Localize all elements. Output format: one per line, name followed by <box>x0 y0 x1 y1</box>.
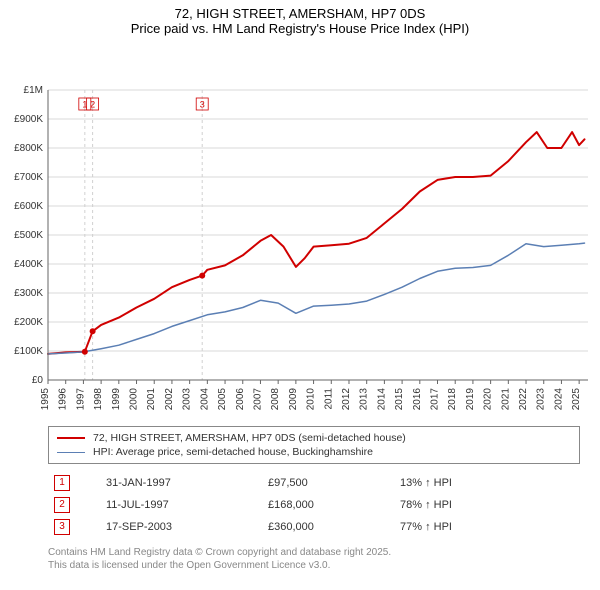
svg-text:£900K: £900K <box>14 114 43 125</box>
svg-text:2020: 2020 <box>483 388 494 411</box>
legend-item: 72, HIGH STREET, AMERSHAM, HP7 0DS (semi… <box>57 431 571 445</box>
svg-text:£0: £0 <box>32 375 44 386</box>
svg-text:2003: 2003 <box>182 388 193 411</box>
svg-text:2010: 2010 <box>306 388 317 411</box>
svg-text:£200K: £200K <box>14 317 43 328</box>
svg-text:2019: 2019 <box>465 388 476 411</box>
sale-date: 17-SEP-2003 <box>100 516 262 538</box>
footer-line: This data is licensed under the Open Gov… <box>48 559 580 572</box>
chart-title: 72, HIGH STREET, AMERSHAM, HP7 0DS <box>0 6 600 21</box>
table-row: 1 31-JAN-1997£97,50013% ↑ HPI <box>48 472 580 494</box>
svg-text:2001: 2001 <box>146 388 157 411</box>
svg-text:1997: 1997 <box>75 388 86 411</box>
legend-swatch <box>57 452 85 453</box>
svg-text:£700K: £700K <box>14 172 43 183</box>
svg-text:2005: 2005 <box>217 388 228 411</box>
svg-text:2016: 2016 <box>412 388 423 411</box>
svg-text:£300K: £300K <box>14 288 43 299</box>
sale-price: £360,000 <box>262 516 394 538</box>
sale-delta: 77% ↑ HPI <box>394 516 580 538</box>
legend-item: HPI: Average price, semi-detached house,… <box>57 445 571 459</box>
svg-text:2024: 2024 <box>553 388 564 411</box>
svg-text:1996: 1996 <box>58 388 69 411</box>
svg-text:2008: 2008 <box>270 388 281 411</box>
sale-badge: 1 <box>54 475 70 491</box>
svg-text:£1M: £1M <box>24 85 43 96</box>
svg-text:£800K: £800K <box>14 143 43 154</box>
svg-text:2006: 2006 <box>235 388 246 411</box>
table-row: 2 11-JUL-1997£168,00078% ↑ HPI <box>48 494 580 516</box>
svg-text:£400K: £400K <box>14 259 43 270</box>
svg-text:2025: 2025 <box>571 388 582 411</box>
sale-price: £97,500 <box>262 472 394 494</box>
legend-swatch <box>57 437 85 439</box>
svg-text:£600K: £600K <box>14 201 43 212</box>
chart-subtitle: Price paid vs. HM Land Registry's House … <box>0 21 600 36</box>
svg-text:£500K: £500K <box>14 230 43 241</box>
svg-text:2: 2 <box>90 100 95 110</box>
chart-plot: £0 £100K £200K £300K £400K £500K £600K £700K £80… <box>0 42 600 420</box>
legend: 72, HIGH STREET, AMERSHAM, HP7 0DS (semi… <box>48 426 580 464</box>
sale-delta: 78% ↑ HPI <box>394 494 580 516</box>
legend-label: 72, HIGH STREET, AMERSHAM, HP7 0DS (semi… <box>93 432 406 444</box>
svg-text:3: 3 <box>200 100 205 110</box>
sales-table: 1 31-JAN-1997£97,50013% ↑ HPI 2 11-JUL-1997… <box>48 472 580 538</box>
attribution-footer: Contains HM Land Registry data © Crown c… <box>48 546 580 572</box>
svg-text:1999: 1999 <box>111 388 122 411</box>
svg-text:£100K: £100K <box>14 346 43 357</box>
sale-date: 31-JAN-1997 <box>100 472 262 494</box>
sale-badge: 3 <box>54 519 70 535</box>
sale-price: £168,000 <box>262 494 394 516</box>
svg-text:2002: 2002 <box>164 388 175 411</box>
svg-text:1995: 1995 <box>40 388 51 411</box>
svg-text:2023: 2023 <box>536 388 547 411</box>
sale-badge: 2 <box>54 497 70 513</box>
svg-text:1998: 1998 <box>93 388 104 411</box>
svg-text:2000: 2000 <box>129 388 140 411</box>
svg-text:2014: 2014 <box>376 388 387 411</box>
svg-text:2021: 2021 <box>500 388 511 411</box>
svg-text:2017: 2017 <box>430 388 441 411</box>
svg-text:2018: 2018 <box>447 388 458 411</box>
svg-text:2007: 2007 <box>252 388 263 411</box>
sale-delta: 13% ↑ HPI <box>394 472 580 494</box>
svg-text:2013: 2013 <box>359 388 370 411</box>
svg-text:2022: 2022 <box>518 388 529 411</box>
legend-label: HPI: Average price, semi-detached house,… <box>93 446 373 458</box>
sale-date: 11-JUL-1997 <box>100 494 262 516</box>
table-row: 3 17-SEP-2003£360,00077% ↑ HPI <box>48 516 580 538</box>
footer-line: Contains HM Land Registry data © Crown c… <box>48 546 580 559</box>
svg-text:2004: 2004 <box>199 388 210 411</box>
svg-text:2009: 2009 <box>288 388 299 411</box>
svg-text:2011: 2011 <box>323 388 334 410</box>
svg-text:2012: 2012 <box>341 388 352 411</box>
svg-text:2015: 2015 <box>394 388 405 411</box>
